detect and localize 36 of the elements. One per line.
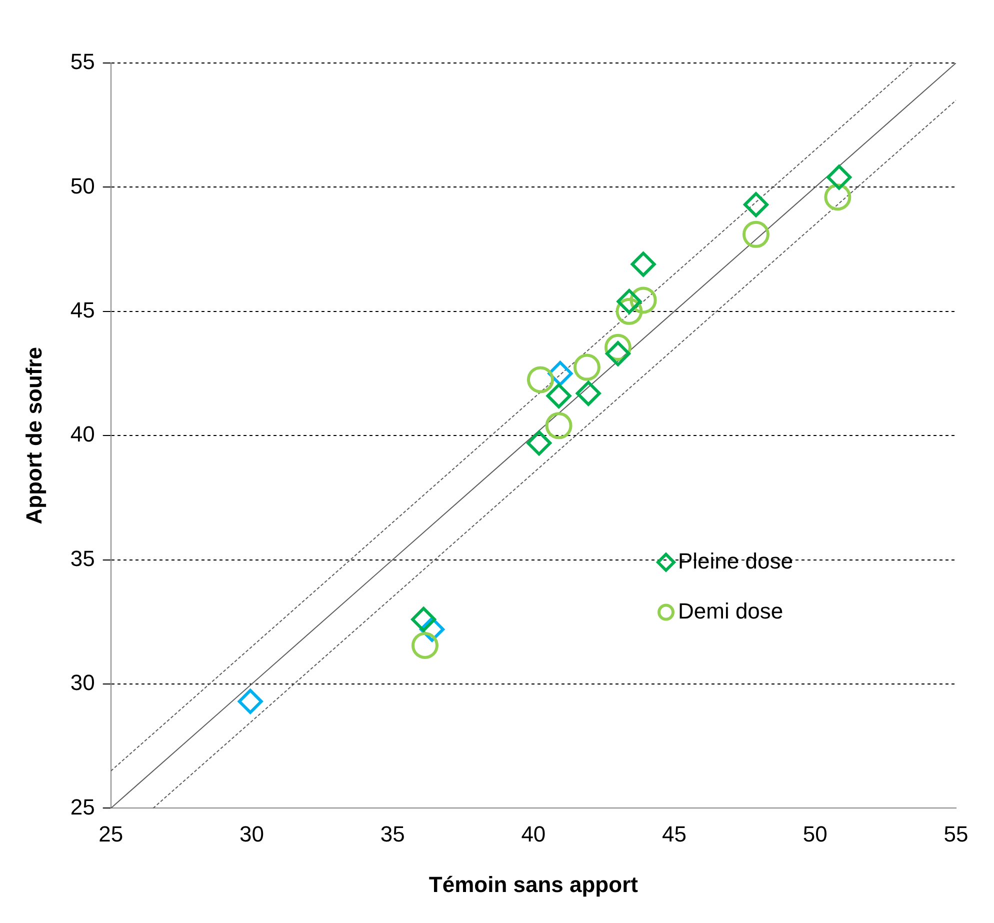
point <box>576 380 601 406</box>
point <box>238 688 263 714</box>
point <box>605 341 630 366</box>
point <box>573 354 600 381</box>
x-axis-title: Témoin sans apport <box>428 872 639 897</box>
point <box>546 383 572 408</box>
point <box>743 192 768 218</box>
point <box>630 286 657 314</box>
y-axis-title: Apport de soufre <box>21 346 46 524</box>
legend-label: Pleine dose <box>678 548 793 574</box>
y-tick-label: 55 <box>70 49 95 74</box>
x-tick-label: 35 <box>380 821 405 846</box>
point <box>526 366 554 394</box>
y-tick-label: 35 <box>70 546 95 571</box>
x-tick-label: 45 <box>662 821 687 846</box>
point <box>742 220 770 248</box>
x-tick-label: 55 <box>944 821 968 846</box>
point <box>616 298 643 325</box>
point <box>545 412 572 440</box>
point <box>411 632 438 659</box>
x-tick-label: 50 <box>802 821 828 846</box>
y-tick-label: 30 <box>70 670 95 696</box>
y-tick-label: 40 <box>70 422 95 447</box>
legend-label: Demi dose <box>678 598 784 624</box>
x-tick-label: 40 <box>521 821 546 846</box>
y-tick-label: 50 <box>70 173 95 198</box>
point <box>630 252 656 277</box>
x-tick-label: 25 <box>98 821 124 846</box>
y-tick-label: 45 <box>70 297 95 322</box>
x-tick-label: 30 <box>239 821 264 846</box>
point <box>826 164 852 190</box>
point <box>411 606 436 632</box>
y-tick-label: 25 <box>70 794 95 820</box>
point <box>824 184 852 211</box>
point <box>526 430 552 456</box>
point <box>616 288 642 314</box>
